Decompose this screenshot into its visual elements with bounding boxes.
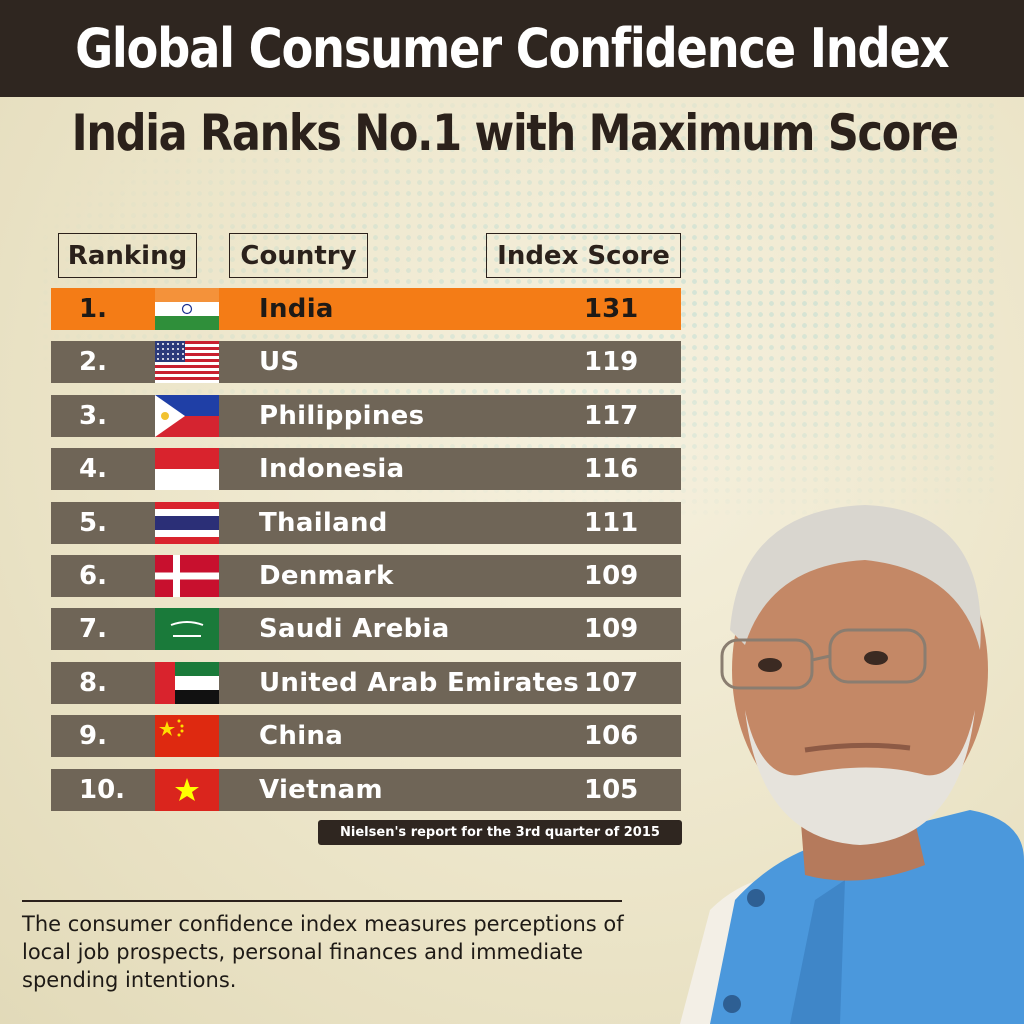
portrait-photo [680, 505, 1024, 1024]
table-row: 6. Denmark 109 [51, 555, 681, 597]
table-row: 2. US 119 [51, 341, 681, 384]
rank-label: 9. [79, 721, 107, 752]
rank-label: 3. [79, 400, 107, 431]
header-index-score: Index Score [486, 233, 681, 278]
page-subtitle: India Ranks No.1 with Maximum Score [71, 104, 959, 162]
index-score-value: 119 [584, 347, 639, 378]
indonesia-flag-icon [155, 448, 219, 491]
philippines-flag-icon [155, 394, 219, 437]
table-row: 10. Vietnam 105 [51, 768, 681, 811]
header-country: Country [229, 233, 368, 278]
country-name: Saudi Arebia [259, 614, 450, 645]
country-name: United Arab Emirates [259, 667, 580, 698]
uae-flag-icon [155, 661, 219, 704]
index-score-value: 107 [584, 667, 639, 698]
divider [22, 900, 622, 902]
table-row: 7. Saudi Arebia 109 [51, 608, 681, 651]
country-name: Vietnam [259, 774, 383, 805]
vietnam-flag-icon [155, 768, 219, 811]
index-score-value: 105 [584, 774, 639, 805]
source-note: Nielsen's report for the 3rd quarter of … [318, 820, 682, 845]
index-score-value: 109 [584, 561, 639, 591]
table-row: 9. China 106 [51, 715, 681, 758]
footnote: The consumer confidence index measures p… [22, 912, 624, 992]
page-title: Global Consumer Confidence Index [75, 17, 950, 80]
table-row: 3. Philippines 117 [51, 394, 681, 437]
country-name: Indonesia [259, 454, 405, 485]
title-bar: Global Consumer Confidence Index [0, 0, 1024, 97]
china-flag-icon [155, 715, 219, 758]
table-row: 4. Indonesia 116 [51, 448, 681, 491]
rank-label: 1. [79, 294, 107, 324]
country-name: Denmark [259, 561, 394, 591]
index-score-value: 131 [584, 294, 639, 324]
thailand-flag-icon [155, 501, 219, 544]
country-name: Philippines [259, 400, 425, 431]
us-flag-icon [155, 341, 219, 384]
rank-label: 8. [79, 667, 107, 698]
rank-label: 5. [79, 507, 107, 538]
index-score-value: 117 [584, 400, 639, 431]
rank-label: 2. [79, 347, 107, 378]
table-row: 5. Thailand 111 [51, 501, 681, 544]
header-ranking: Ranking [58, 233, 197, 278]
table-row: 1. India 131 [51, 288, 681, 330]
country-name: Thailand [259, 507, 388, 538]
country-name: India [259, 294, 334, 324]
table-row: 8. United Arab Emirates 107 [51, 661, 681, 704]
index-score-value: 116 [584, 454, 639, 485]
saudi-arabia-flag-icon [155, 608, 219, 651]
india-flag-icon [155, 288, 219, 330]
country-name: US [259, 347, 300, 378]
index-score-value: 111 [584, 507, 639, 538]
denmark-flag-icon [155, 555, 219, 597]
rank-label: 6. [79, 561, 107, 591]
index-score-value: 106 [584, 721, 639, 752]
rank-label: 10. [79, 774, 126, 805]
rank-label: 4. [79, 454, 107, 485]
rank-label: 7. [79, 614, 107, 645]
country-name: China [259, 721, 344, 752]
index-score-value: 109 [584, 614, 639, 645]
